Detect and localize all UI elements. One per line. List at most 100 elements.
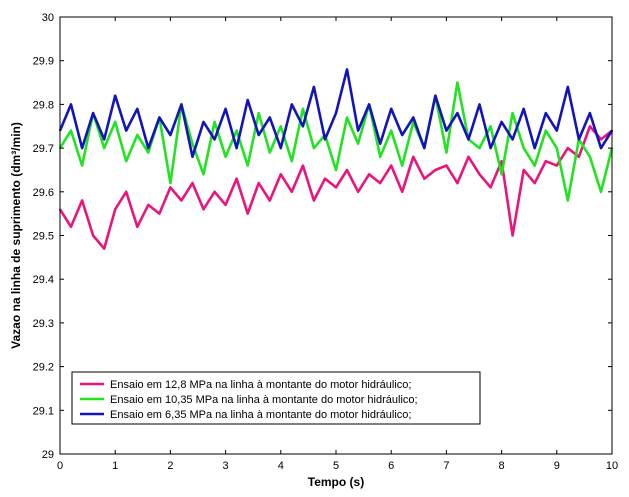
series-1-point: [279, 173, 282, 176]
series-1-point: [600, 138, 602, 141]
series-2-point: [478, 147, 481, 150]
series-1-point: [390, 164, 393, 167]
series-1-point: [313, 199, 315, 202]
series-1-point: [578, 155, 580, 158]
series-3-point: [313, 86, 315, 88]
y-tick-label: 29.4: [33, 274, 54, 286]
series-3-point: [456, 112, 459, 114]
series-2-point: [290, 160, 293, 163]
series-3-point: [467, 138, 470, 141]
series-1-point: [302, 164, 304, 167]
series-2-point: [346, 116, 348, 119]
series-3-point: [335, 112, 337, 114]
series-2-point: [456, 81, 459, 84]
series-1-point: [114, 208, 117, 211]
series-1-point: [147, 204, 150, 206]
series-3-point: [191, 155, 194, 158]
y-tick-label: 29.1: [33, 405, 54, 417]
series-1-point: [522, 169, 525, 171]
x-tick-label: 5: [333, 460, 339, 472]
x-tick-label: 4: [278, 460, 284, 472]
series-2-point: [555, 147, 558, 150]
series-1-point: [544, 160, 547, 163]
series-1-point: [423, 177, 426, 180]
legend: Ensaio em 12,8 MPa na linha à montante d…: [71, 371, 481, 425]
series-3-point: [81, 147, 83, 150]
series-2-point: [600, 190, 602, 193]
series-3-point: [522, 107, 525, 110]
series-2-point: [191, 142, 194, 145]
series-1-point: [346, 169, 348, 171]
series-3-point: [213, 138, 216, 141]
series-3-point: [114, 94, 117, 97]
axis-layer: 0 1 2 3 4 5 6 7 8 9 10 29 29.1 29.2 29.3 29.4 29.5 29.6 29…: [33, 12, 619, 472]
series-2-point: [136, 134, 139, 136]
series-3-point: [324, 138, 326, 141]
series-1-point: [489, 186, 492, 189]
series-3-point: [290, 103, 293, 106]
y-tick-label: 29.2: [33, 362, 54, 374]
series-2-point: [224, 155, 227, 158]
series-1-point: [202, 208, 205, 211]
series-1-point: [445, 164, 448, 167]
series-1-point: [434, 169, 437, 171]
y-tick-label: 29.3: [33, 318, 54, 330]
series-2-point: [357, 142, 359, 145]
x-tick-label: 2: [167, 460, 173, 472]
series-1-point: [368, 173, 370, 176]
series-3-point: [511, 138, 514, 141]
series-2-point: [202, 173, 205, 176]
series-2-point: [390, 129, 393, 132]
series-3-point: [302, 125, 304, 128]
series-3-point: [103, 138, 106, 141]
series-1-point: [81, 199, 83, 202]
series-3-point: [246, 99, 249, 101]
series-3-point: [423, 147, 426, 150]
x-tick-label: 6: [388, 460, 394, 472]
series-1-point: [555, 164, 558, 167]
series-3-point: [578, 138, 580, 141]
series-2-point: [313, 147, 315, 150]
x-tick-label: 0: [57, 460, 63, 472]
x-tick-label: 1: [112, 460, 118, 472]
series-3-point: [434, 94, 437, 97]
y-tick-label: 30: [42, 12, 54, 24]
series-3-point: [401, 134, 404, 136]
y-tick-label: 29.5: [33, 231, 54, 243]
legend-label-2: Ensaio em 10,35 MPa na linha à montante …: [110, 394, 418, 406]
series-2-point: [169, 182, 172, 185]
series-2-point: [533, 164, 536, 167]
series-2-point: [500, 173, 503, 176]
series-1-point: [511, 234, 514, 237]
x-tick-label: 9: [554, 460, 560, 472]
series-2-point: [213, 121, 216, 123]
series-3-point: [555, 129, 558, 132]
series-1-point: [379, 182, 382, 185]
x-axis-title: Tempo (s): [308, 475, 364, 489]
series-3-point: [390, 107, 393, 110]
series-3-point: [136, 107, 139, 110]
series-1-point: [467, 155, 470, 158]
series-1-point: [589, 125, 591, 128]
series-1-point: [268, 199, 271, 202]
x-tick-label: 3: [223, 460, 229, 472]
y-tick-label: 29.6: [33, 187, 54, 199]
series-1-point: [533, 182, 536, 185]
series-2-point: [246, 164, 249, 167]
series-3-point: [180, 103, 183, 106]
series-2-point: [335, 169, 337, 171]
series-1-point: [412, 155, 415, 158]
series-3-point: [257, 134, 260, 136]
series-1-point: [235, 177, 238, 180]
series-2-point: [81, 164, 83, 167]
series-1-point: [290, 190, 293, 193]
series-1-point: [224, 204, 227, 206]
series-1-point: [401, 190, 404, 193]
series-3-point: [202, 121, 205, 123]
series-2-point: [589, 155, 591, 158]
series-3-point: [544, 112, 547, 114]
series-1-point: [357, 190, 359, 193]
series-3-point: [92, 112, 94, 114]
series-3-point: [279, 147, 282, 150]
series-1-point: [103, 247, 106, 250]
